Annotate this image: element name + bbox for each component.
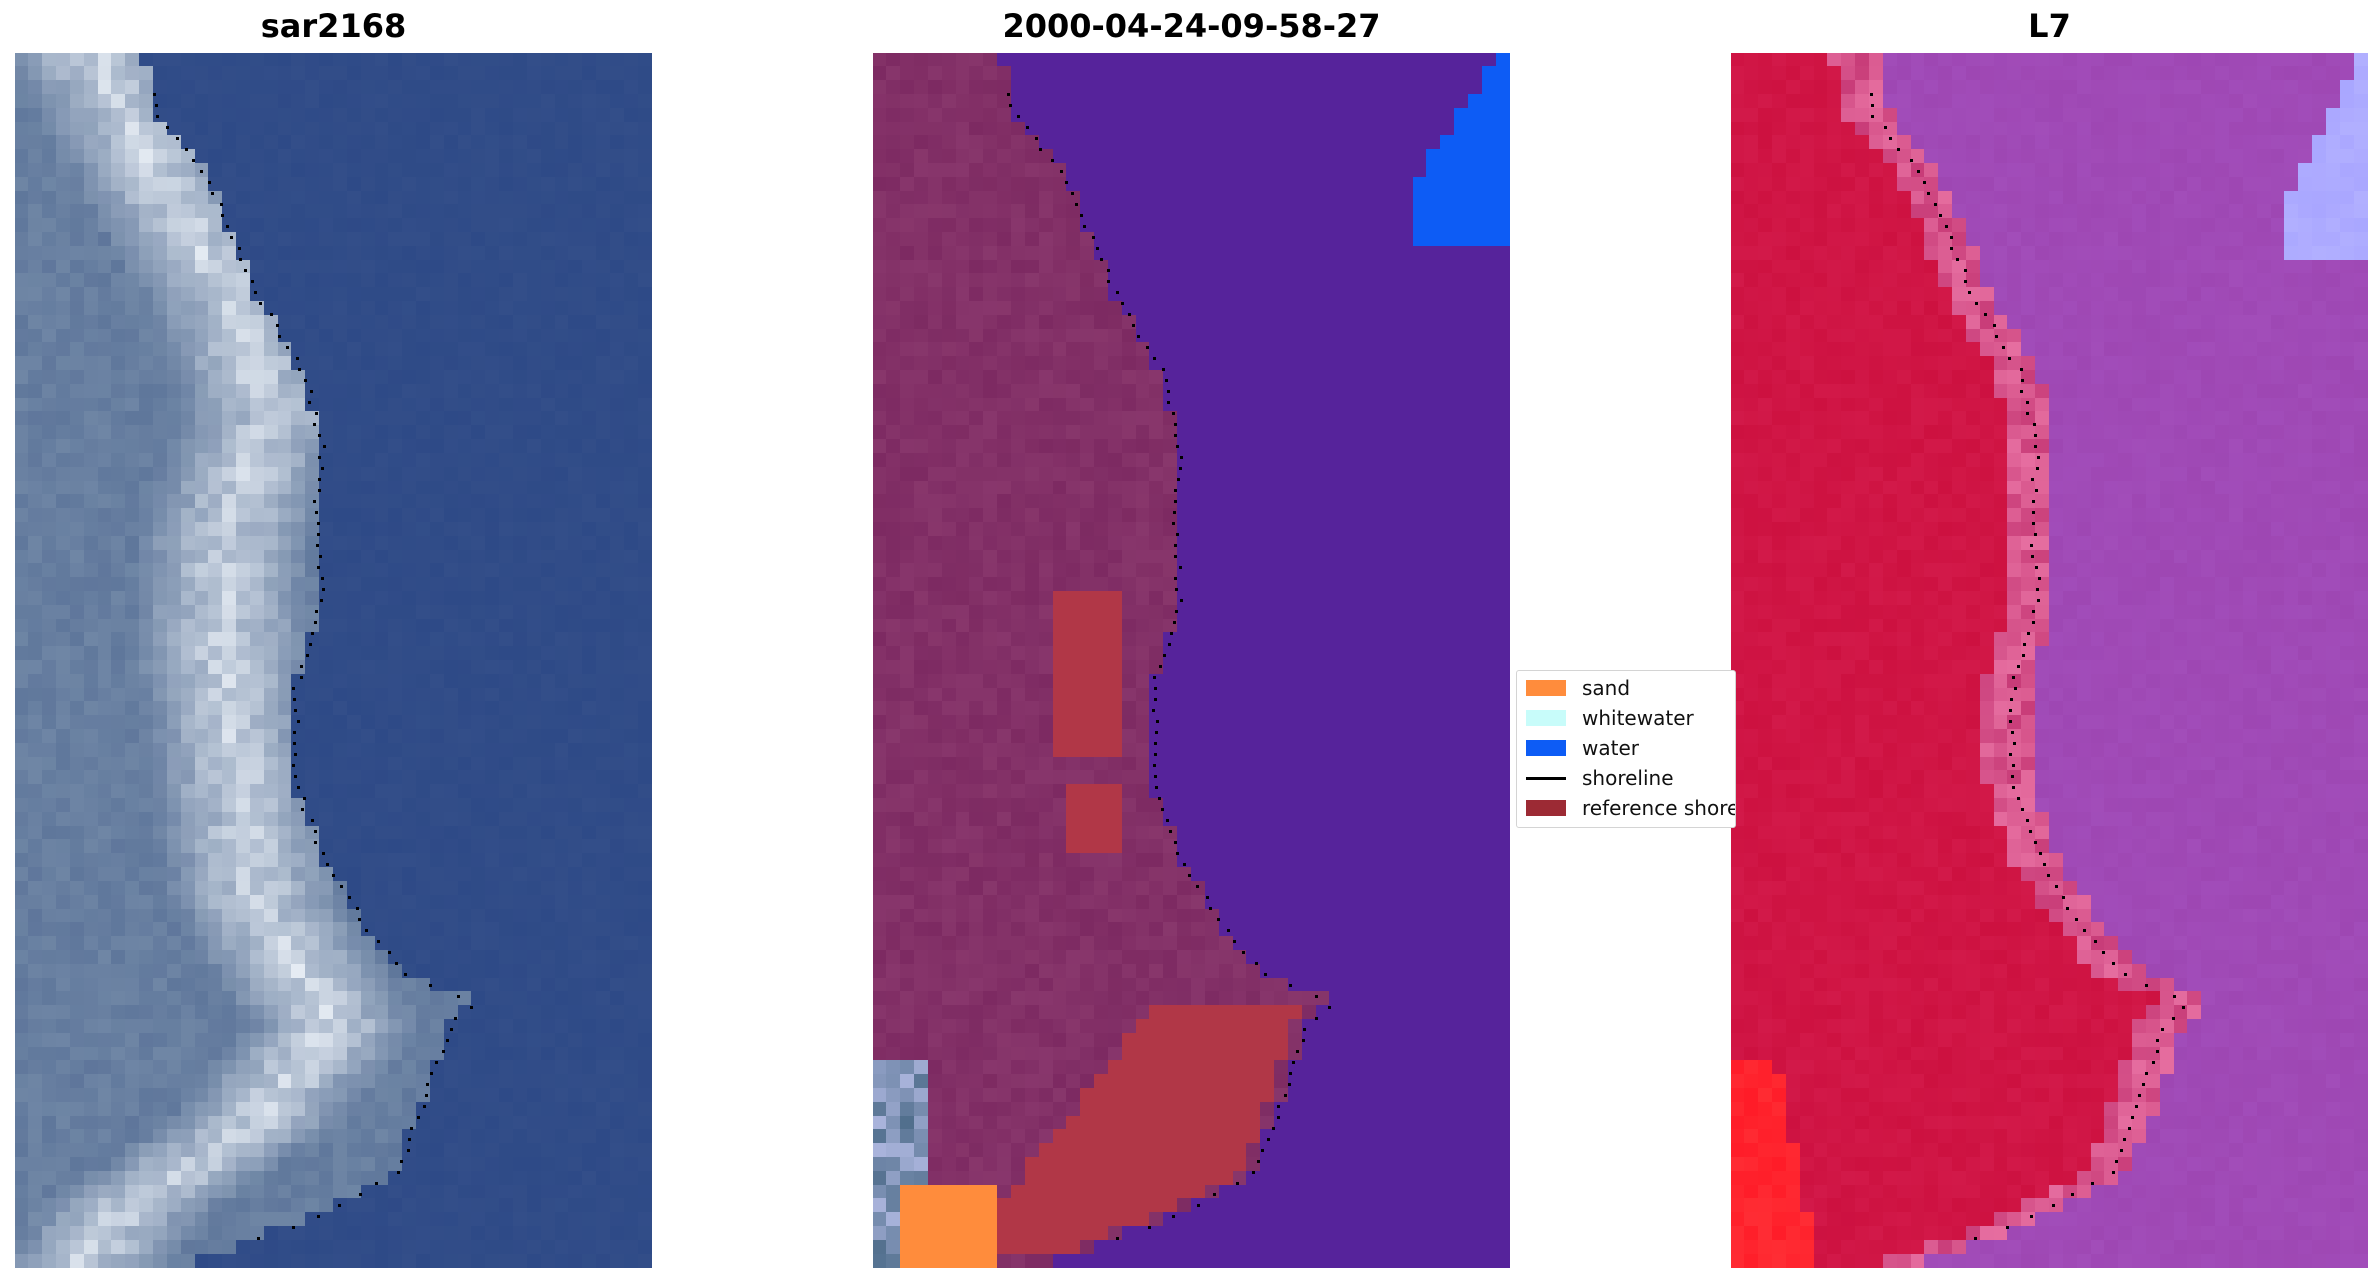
- panel-left: [15, 53, 652, 1268]
- panel-right: [1731, 53, 2368, 1268]
- legend-item-whitewater: whitewater: [1526, 705, 1735, 731]
- classified-image: [873, 53, 1510, 1268]
- panel-title-left: sar2168: [260, 7, 407, 45]
- legend-item-reference-shoreline: reference shoreline: [1526, 795, 1735, 821]
- legend-label-shoreline: shoreline: [1582, 766, 1674, 790]
- legend-item-sand: sand: [1526, 675, 1735, 701]
- legend-label-water: water: [1582, 736, 1639, 760]
- legend-label-whitewater: whitewater: [1582, 706, 1694, 730]
- false-color-image: [1731, 53, 2368, 1268]
- sand-swatch: [1526, 680, 1566, 696]
- panel-middle: [873, 53, 1510, 1268]
- water-swatch: [1526, 740, 1566, 756]
- whitewater-swatch: [1526, 710, 1566, 726]
- panel-title-right: L7: [2028, 7, 2071, 45]
- legend-item-shoreline: shoreline: [1526, 765, 1735, 791]
- legend-label-sand: sand: [1582, 676, 1631, 700]
- rgb-satellite-image: [15, 53, 652, 1268]
- legend-label-reference-shoreline: reference shoreline: [1582, 796, 1735, 820]
- reference-shoreline-swatch: [1526, 800, 1566, 816]
- panel-title-middle: 2000-04-24-09-58-27: [1002, 7, 1381, 45]
- legend-item-water: water: [1526, 735, 1735, 761]
- shoreline-line-swatch: [1526, 776, 1566, 780]
- legend: sand whitewater water shoreline referenc…: [1516, 670, 1736, 828]
